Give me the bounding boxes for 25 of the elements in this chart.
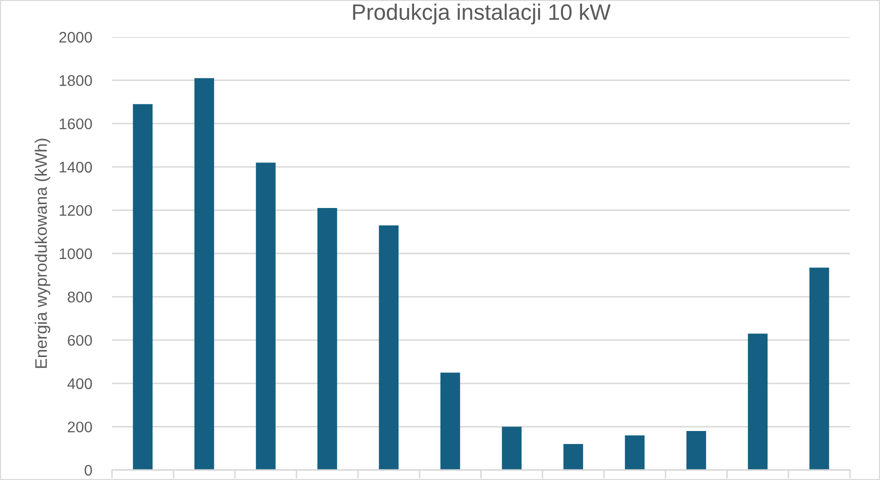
bar	[317, 208, 338, 470]
y-tick-label: 1200	[60, 205, 92, 216]
bar	[256, 162, 276, 470]
bar	[624, 435, 645, 470]
bar	[809, 268, 830, 470]
bar	[502, 426, 522, 470]
y-tick-label: 400	[67, 378, 92, 390]
bar	[194, 78, 214, 470]
y-tick-label: 1400	[60, 162, 92, 173]
y-tick-label: 1800	[60, 75, 92, 86]
y-axis-title: Energia wyprodukowana (kWh)	[34, 138, 50, 368]
bar	[686, 431, 706, 470]
y-tick-label: 800	[68, 292, 92, 302]
bar	[563, 444, 584, 470]
bar	[440, 372, 460, 470]
y-tick-label: 1600	[60, 118, 92, 130]
y-tick-label: 0	[84, 464, 92, 476]
y-tick-label: 2000	[59, 32, 92, 43]
bar	[132, 104, 153, 470]
bar	[378, 225, 399, 470]
chart-title: Produkcja instalacji 10 kW	[353, 4, 611, 24]
bar	[748, 334, 768, 470]
y-tick-label: 1000	[60, 248, 92, 260]
y-tick-label: 600	[68, 334, 92, 346]
y-tick-label: 200	[68, 422, 92, 432]
